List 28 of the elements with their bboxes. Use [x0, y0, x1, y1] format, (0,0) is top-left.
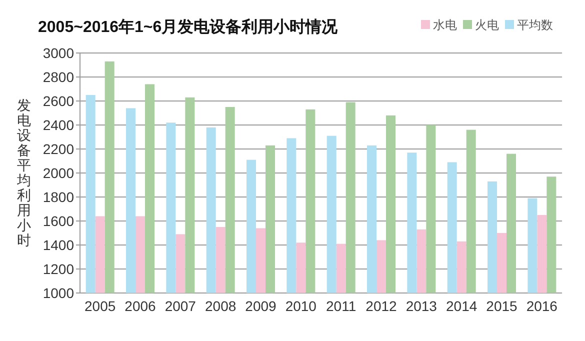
text: 发电设备平均利用小时 [17, 97, 31, 248]
y-tick-label: 3000 [42, 45, 74, 61]
y-tick-label: 1400 [42, 237, 74, 253]
x-tick-label: 2013 [406, 298, 438, 314]
chart-title: 2005~2016年1~6月发电设备利用小时情况 [38, 18, 339, 36]
legend-label: 平均数 [517, 18, 553, 32]
y-tick-label: 2000 [42, 165, 74, 181]
x-tick-label: 2010 [285, 298, 317, 314]
x-tick-label: 2007 [164, 298, 196, 314]
y-tick-label: 1800 [42, 189, 74, 205]
y-tick-label: 2200 [42, 141, 74, 157]
y-tick-label: 2600 [42, 93, 74, 109]
x-tick-label: 2005 [84, 298, 116, 314]
x-tick-label: 2009 [245, 298, 277, 314]
x-tick-label: 2015 [486, 298, 518, 314]
y-tick-label: 2400 [42, 117, 74, 133]
y-tick-label: 1200 [42, 261, 74, 277]
y-tick-label: 2800 [42, 69, 74, 85]
legend-label: 水电 [433, 18, 457, 32]
x-tick-label: 2006 [124, 298, 156, 314]
y-tick-label: 1000 [42, 285, 74, 301]
x-tick-label: 2014 [446, 298, 478, 314]
legend-label: 火电 [475, 18, 499, 32]
x-tick-label: 2011 [326, 298, 356, 314]
y-tick-label: 1600 [42, 213, 74, 229]
x-tick-label: 2016 [526, 298, 558, 314]
x-tick-label: 2008 [205, 298, 236, 314]
x-tick-label: 2012 [366, 298, 398, 314]
